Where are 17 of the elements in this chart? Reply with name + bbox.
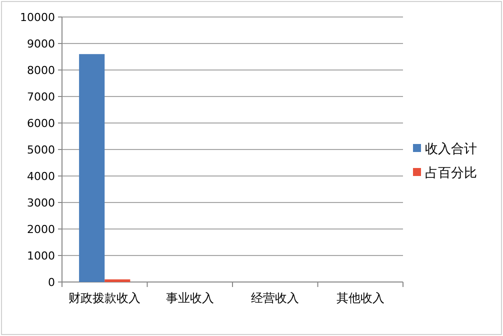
x-tick-label: 事业收入 — [166, 291, 214, 305]
y-tick-label: 10000 — [20, 11, 55, 24]
x-tick-label: 其他收入 — [336, 291, 384, 305]
y-tick-label: 9000 — [27, 38, 55, 50]
y-tick-label: 6000 — [27, 117, 55, 130]
x-tick-label: 财政拨款收入 — [68, 291, 141, 305]
y-tick-label: 1000 — [27, 250, 55, 262]
y-tick-label: 8000 — [27, 64, 55, 77]
y-tick-label: 2000 — [27, 223, 55, 236]
y-tick-label: 4000 — [27, 170, 55, 183]
y-tick-label: 7000 — [27, 90, 55, 104]
legend-label: 收入合计 — [425, 142, 477, 157]
y-tick-label: 3000 — [27, 196, 55, 210]
y-tick-label: 0 — [48, 276, 55, 289]
y-tick-label: 5000 — [27, 144, 55, 156]
x-tick-label: 经营收入 — [251, 291, 300, 305]
legend-label: 占百分比 — [425, 166, 477, 181]
